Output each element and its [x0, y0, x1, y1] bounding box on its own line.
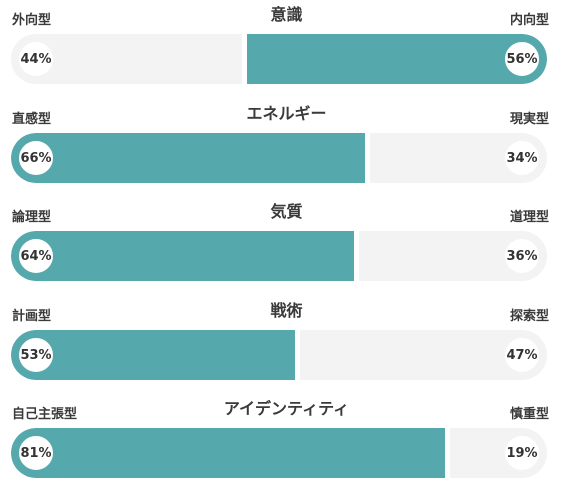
- left-type-label: 自己主張型: [12, 407, 78, 422]
- trait-bar: [11, 133, 547, 183]
- right-percentage-badge: 56%: [502, 39, 542, 79]
- trait-bar: [11, 34, 547, 84]
- right-type-label: 探索型: [509, 309, 549, 324]
- bar-divider: [242, 34, 247, 84]
- trait-title: アイデンティティ: [223, 399, 350, 418]
- trait-fill: [11, 428, 445, 478]
- right-percentage-badge: 34%: [502, 138, 542, 178]
- trait-bar: [11, 231, 547, 281]
- bar-divider: [354, 231, 359, 281]
- trait-title: 意識: [270, 5, 303, 24]
- left-type-label: 論理型: [12, 210, 52, 225]
- left-type-label: 外向型: [12, 13, 52, 28]
- trait-energy: エネルギー 直感型 現実型 66% 34%: [0, 103, 573, 201]
- trait-title: エネルギー: [246, 104, 327, 123]
- right-percentage-badge: 19%: [502, 433, 542, 473]
- left-percentage-badge: 53%: [16, 335, 56, 375]
- left-type-label: 計画型: [12, 309, 52, 324]
- bar-divider: [365, 133, 370, 183]
- trait-tactics: 戦術 計画型 探索型 53% 47%: [0, 300, 573, 398]
- trait-fill: [11, 231, 354, 281]
- trait-fill: [11, 133, 365, 183]
- bar-divider: [295, 330, 300, 380]
- left-percentage-badge: 44%: [16, 39, 56, 79]
- trait-fill: [247, 34, 547, 84]
- trait-title: 気質: [270, 202, 303, 221]
- right-percentage-badge: 47%: [502, 335, 542, 375]
- right-type-label: 慎重型: [509, 407, 549, 422]
- trait-title: 戦術: [270, 301, 303, 320]
- right-type-label: 現実型: [509, 112, 549, 127]
- left-type-label: 直感型: [12, 112, 52, 127]
- left-percentage-badge: 66%: [16, 138, 56, 178]
- trait-bar: [11, 428, 547, 478]
- trait-bar: [11, 330, 547, 380]
- right-type-label: 道理型: [509, 210, 549, 225]
- right-type-label: 内向型: [509, 13, 549, 28]
- left-percentage-badge: 81%: [16, 433, 56, 473]
- trait-nature: 気質 論理型 道理型 64% 36%: [0, 201, 573, 299]
- trait-fill: [11, 330, 295, 380]
- trait-identity: アイデンティティ 自己主張型 慎重型 81% 19%: [0, 398, 573, 496]
- bar-divider: [445, 428, 450, 478]
- right-percentage-badge: 36%: [502, 236, 542, 276]
- trait-mind: 意識 外向型 内向型 44% 56%: [0, 4, 573, 102]
- left-percentage-badge: 64%: [16, 236, 56, 276]
